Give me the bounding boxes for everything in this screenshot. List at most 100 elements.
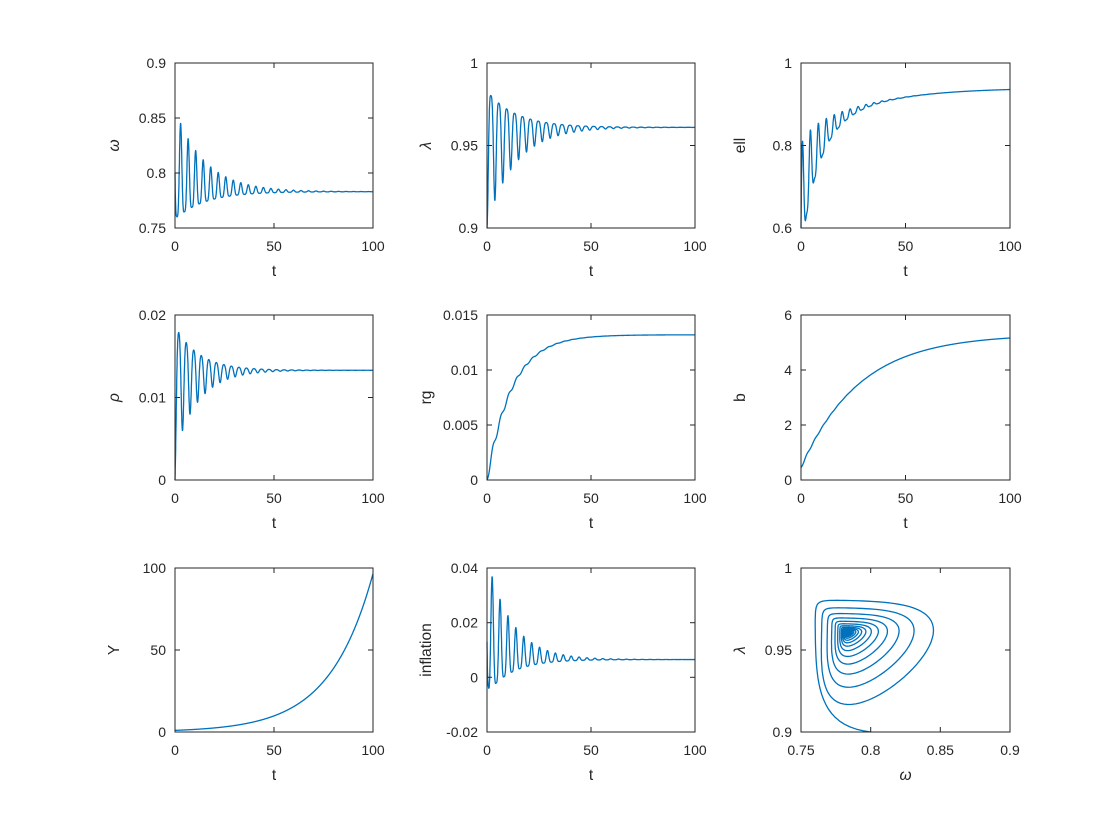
data-line-inflation [486, 576, 696, 689]
y-axis-label-omega: ω [106, 139, 123, 151]
y-axis-label-phase-omega-lambda: λ [732, 646, 749, 655]
x-axis-label-Y: t [272, 767, 277, 784]
x-tick-label: 100 [998, 490, 1022, 506]
y-tick-label: 0.015 [443, 307, 478, 323]
y-tick-label: 0 [784, 472, 792, 488]
y-tick-label: 0.75 [139, 220, 166, 236]
subplot-Y: 0 50 100 0 50 100 t Y [106, 560, 385, 784]
x-tick-label: 50 [583, 238, 599, 254]
y-tick-label: 1 [784, 560, 792, 576]
x-tick-label: 0 [797, 238, 805, 254]
y-tick-label: 0.8 [147, 165, 167, 181]
data-line-omega [174, 122, 374, 218]
y-tick-label: 0.85 [139, 110, 166, 126]
x-tick-label: 50 [266, 742, 282, 758]
y-axis-label-rg: rg [418, 391, 435, 405]
x-tick-label: 100 [361, 490, 385, 506]
y-tick-label: 50 [150, 642, 166, 658]
subplot-rho: 0 50 100 0 0.01 0.02 t ρ [106, 307, 385, 532]
axes-box [486, 62, 696, 229]
x-tick-label: 100 [683, 490, 707, 506]
y-tick-label: 0 [470, 472, 478, 488]
x-tick-label: 0.85 [927, 742, 954, 758]
y-tick-label: 0.04 [451, 560, 478, 576]
y-tick-label: 0 [470, 669, 478, 685]
subplot-phase-omega-lambda: 0.75 0.8 0.85 0.9 0.9 0.95 1 ω λ [732, 560, 1020, 784]
y-tick-label: 4 [784, 362, 792, 378]
subplot-b: 0 50 100 0 2 4 6 t b [732, 307, 1022, 532]
y-tick-label: 0.9 [459, 220, 479, 236]
axes-box [174, 567, 374, 733]
axes-box [800, 62, 1011, 229]
x-tick-label: 50 [898, 490, 914, 506]
y-tick-label: 6 [784, 307, 792, 323]
y-axis-label-inflation: inflation [418, 623, 435, 676]
data-line-rg [486, 334, 696, 481]
x-tick-label: 0.9 [1000, 742, 1020, 758]
data-line-rho [174, 331, 374, 481]
x-tick-label: 0 [483, 742, 491, 758]
x-tick-label: 100 [683, 742, 707, 758]
data-line-ell [800, 88, 1011, 229]
x-axis-label-inflation: t [589, 767, 594, 784]
y-axis-label-b: b [732, 393, 749, 402]
subplot-inflation: 0 50 100 -0.02 0 0.02 0.04 t inflation [418, 560, 707, 784]
x-tick-label: 0 [171, 490, 179, 506]
axes-box [800, 567, 1011, 733]
x-tick-label: 100 [998, 238, 1022, 254]
x-tick-label: 0 [483, 238, 491, 254]
x-tick-label: 100 [361, 238, 385, 254]
data-line-b [800, 337, 1011, 469]
x-tick-label: 0.75 [787, 742, 814, 758]
y-tick-label: 0 [158, 724, 166, 740]
x-tick-label: 50 [583, 742, 599, 758]
data-line-Y [174, 573, 374, 732]
data-line-phase-omega-lambda [814, 599, 935, 733]
axes-box [486, 314, 696, 481]
y-tick-label: 0.02 [139, 307, 166, 323]
axes-box [174, 314, 374, 481]
x-tick-label: 50 [898, 238, 914, 254]
subplot-omega: 0 50 100 0.75 0.8 0.85 0.9 t ω [106, 55, 385, 280]
x-tick-label: 50 [583, 490, 599, 506]
y-tick-label: 0.6 [773, 220, 793, 236]
x-tick-label: 0.8 [861, 742, 881, 758]
data-line-lambda [486, 94, 696, 229]
x-tick-label: 0 [171, 742, 179, 758]
x-axis-label-omega: t [272, 263, 277, 280]
subplot-ell: 0 50 100 0.6 0.8 1 t ell [732, 55, 1022, 280]
y-tick-label: 0.9 [773, 724, 793, 740]
x-tick-label: 0 [483, 490, 491, 506]
y-tick-label: 1 [784, 55, 792, 71]
y-tick-label: 0.9 [147, 55, 167, 71]
y-tick-label: 0.01 [451, 362, 478, 378]
y-tick-label: -0.02 [446, 724, 478, 740]
x-axis-label-lambda: t [589, 263, 594, 280]
y-tick-label: 0.02 [451, 615, 478, 631]
y-tick-label: 0.95 [451, 138, 478, 154]
subplot-lambda: 0 50 100 0.9 0.95 1 t λ [418, 55, 707, 280]
y-tick-label: 0.005 [443, 417, 478, 433]
x-axis-label-phase-omega-lambda: ω [899, 767, 911, 784]
y-axis-label-rho: ρ [106, 393, 123, 403]
x-tick-label: 0 [797, 490, 805, 506]
y-axis-label-ell: ell [732, 138, 749, 154]
axes-box [174, 62, 374, 229]
x-axis-label-ell: t [903, 263, 908, 280]
x-tick-label: 100 [683, 238, 707, 254]
x-axis-label-b: t [903, 515, 908, 532]
axes-box [486, 567, 696, 733]
axes-box [800, 314, 1011, 481]
x-tick-label: 100 [361, 742, 385, 758]
y-tick-label: 1 [470, 55, 478, 71]
y-tick-label: 100 [143, 560, 167, 576]
subplot-rg: 0 50 100 0 0.005 0.01 0.015 t rg [418, 307, 707, 532]
x-axis-label-rho: t [272, 515, 277, 532]
y-axis-label-Y: Y [106, 645, 123, 655]
y-axis-label-lambda: λ [418, 142, 435, 151]
x-axis-label-rg: t [589, 515, 594, 532]
y-tick-label: 0 [158, 472, 166, 488]
x-tick-label: 0 [171, 238, 179, 254]
